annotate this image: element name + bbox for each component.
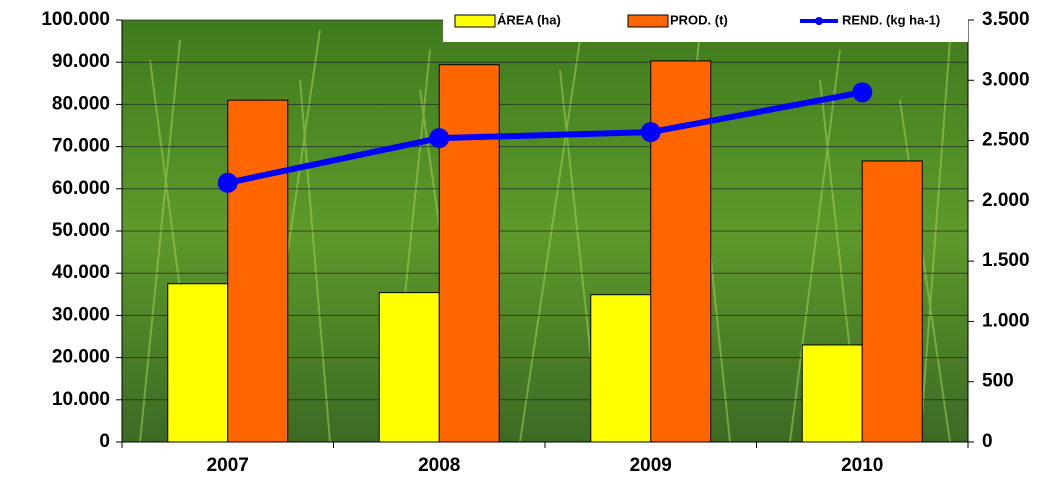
line-point [217,172,238,193]
legend-label: PROD. (t) [670,12,728,27]
y-tick-label: 30.000 [52,304,110,325]
legend-label: REND. (kg ha-1) [842,12,940,27]
y-tick-label: 40.000 [52,262,110,283]
x-tick-label: 2010 [841,455,883,476]
y2-tick-label: 0 [982,431,993,452]
bar [801,344,863,443]
y2-tick-label: 1.500 [982,250,1030,271]
marks [167,60,923,443]
line-point [640,122,661,143]
y-tick-label: 90.000 [52,51,110,72]
legend-swatch [454,14,496,28]
y-tick-label: 100.000 [41,9,110,30]
bar [861,160,923,443]
bar [590,294,652,443]
y-tick-label: 0 [99,431,110,452]
y2-tick-label: 3.000 [982,69,1030,90]
legend-box [443,0,968,42]
legend-swatch [627,14,669,28]
line-point [429,128,450,149]
y2-tick-label: 2.000 [982,190,1030,211]
line-point [852,82,873,103]
y-tick-label: 10.000 [52,389,110,410]
y2-tick-label: 1.000 [982,310,1030,331]
bar [227,99,289,443]
legend-label: ÁREA (ha) [497,12,561,27]
y-tick-label: 80.000 [52,93,110,114]
legend: ÁREA (ha) PROD. (t) REND. (kg ha-1) [454,12,940,28]
y-tick-label: 50.000 [52,220,110,241]
x-tick-label: 2007 [207,455,249,476]
bar [650,60,712,443]
line [227,89,863,186]
legend-swatch [815,17,823,25]
bar [378,292,440,443]
y-tick-label: 20.000 [52,347,110,368]
y2-tick-label: 3.500 [982,9,1030,30]
x-tick-label: 2009 [630,455,672,476]
y-tick-label: 70.000 [52,136,110,157]
y2-tick-label: 500 [982,371,1014,392]
bar [167,283,229,443]
y2-tick-label: 2.500 [982,130,1030,151]
y-tick-label: 60.000 [52,178,110,199]
bar [438,64,500,443]
x-tick-label: 2008 [418,455,460,476]
